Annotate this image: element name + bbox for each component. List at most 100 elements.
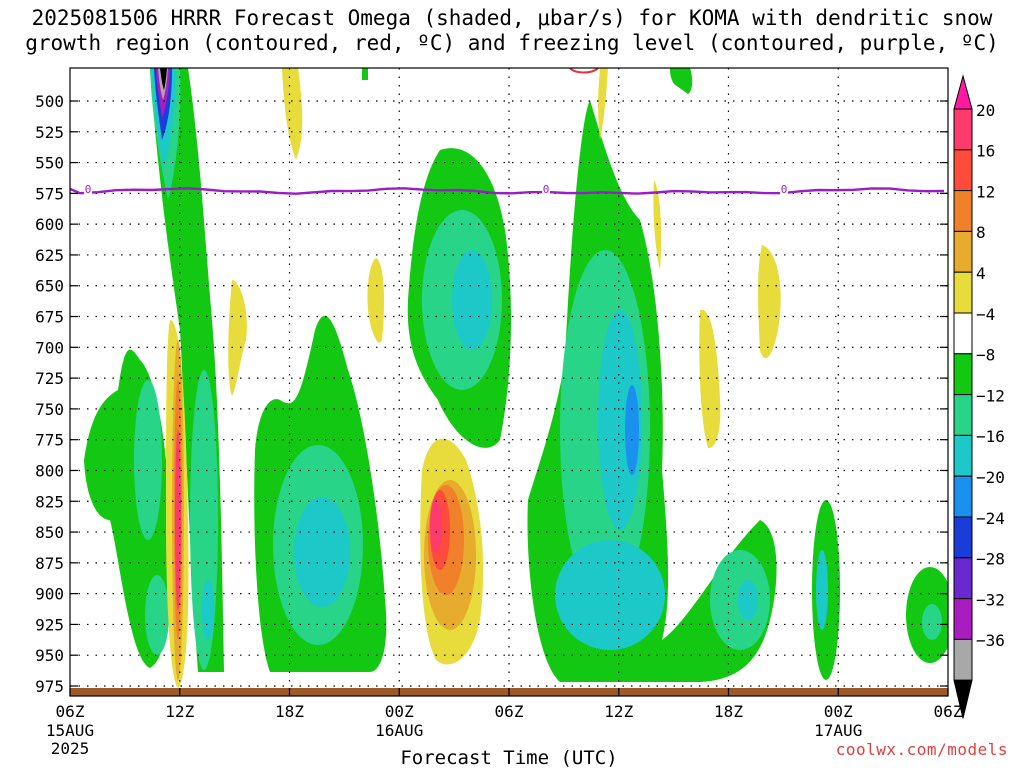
shade-green-top2 [362,68,368,80]
y-tick-label: 875 [35,554,64,573]
y-tick-label: 800 [35,461,64,480]
shade-day2-core3 [625,385,639,475]
chart-title-line2: growth region (contoured, red, ºC) and f… [25,31,999,55]
x-tick-year: 2025 [51,739,90,758]
colorbar-swatch [953,312,973,355]
x-tick-label: 18Z [275,702,304,721]
x-tick-label: 12Z [165,702,194,721]
colorbar-label: 16 [976,142,995,161]
y-tick-label: 625 [35,246,64,265]
x-tick-date: 17AUG [814,721,862,740]
colorbar-bottom-arrow [953,679,973,719]
shade-day2-right-core [738,580,758,620]
colorbar: 20 16 12 8 4 −4 −8 −12 −16 −20 −24 −28 −32 −36 [953,74,1005,719]
x-tick-label: 06Z [56,702,85,721]
shade-day2-core2 [598,310,642,530]
colorbar-swatch [953,353,973,396]
colorbar-swatch [953,475,973,518]
x-tick-label: 06Z [934,702,963,721]
colorbar-label: −4 [976,305,995,324]
shade-afternoon-core2 [294,497,350,607]
shade-night-upper-core2 [452,250,492,350]
y-tick-label: 525 [35,123,64,142]
shade-late-a-core [816,550,828,630]
shade-rise-a-4 [175,430,181,610]
shade-rise-b-5 [430,497,442,553]
shade-yellow-f [598,68,608,140]
shade-early-low-core [134,380,162,540]
colorbar-label: 8 [976,223,986,242]
shade-column-a-peak [160,68,167,90]
freezing-level-contour: 0 0 0 [70,68,945,196]
y-tick-label: 950 [35,646,64,665]
colorbar-swatch [953,516,973,559]
dendritic-contour [569,68,599,74]
chart-title: 2025081506 HRRR Forecast Omega (shaded, … [0,6,1024,56]
y-tick-label: 650 [35,277,64,296]
y-tick-label: 575 [35,184,64,203]
colorbar-label: −36 [976,631,1005,650]
shade-yellow-d [758,245,781,359]
y-tick-label: 600 [35,215,64,234]
colorbar-top-arrow [953,74,973,110]
colorbar-swatch [953,434,973,477]
y-tick-label: 850 [35,523,64,542]
shade-yellow-a [282,68,303,160]
colorbar-label: −24 [976,509,1005,528]
omega-shading [70,68,948,696]
colorbar-label: −16 [976,427,1005,446]
freezing-level-label-bg [542,182,550,195]
x-tick-label: 00Z [385,702,414,721]
x-tick-label: 00Z [824,702,853,721]
colorbar-swatch [953,598,973,640]
freezing-level-line [70,187,945,195]
y-tick-label: 750 [35,400,64,419]
shade-yellow-b [228,280,247,396]
shade-late-b-core [922,604,942,640]
y-tick-label: 900 [35,585,64,604]
shade-green-top [670,68,693,94]
x-tick-date: 16AUG [375,721,423,740]
colorbar-swatch [953,190,973,232]
freezing-level-label-bg [84,182,92,195]
y-axis: 500 525 550 575 600 625 650 675 700 725 750 775 800 8… [35,92,948,696]
freezing-level-label: 0 [543,183,550,196]
colorbar-label: −28 [976,550,1005,569]
freezing-level-label: 0 [781,183,788,196]
y-tick-label: 675 [35,308,64,327]
shade-yellow-e [653,180,662,270]
colorbar-swatch [953,108,973,151]
chart-title-line1: 2025081506 HRRR Forecast Omega (shaded, … [31,6,993,30]
shade-col-b-core [202,580,214,640]
credit-text: coolwx.com/models [835,740,1008,759]
x-tick-date: 15AUG [46,721,94,740]
colorbar-swatch [953,394,973,436]
y-tick-label: 975 [35,677,64,696]
colorbar-swatch [953,638,973,681]
colorbar-label: −8 [976,346,995,365]
y-tick-label: 725 [35,369,64,388]
colorbar-label: 12 [976,182,995,201]
x-tick-label: 18Z [714,702,743,721]
shade-yellow-c [699,309,721,449]
x-axis-title: Forecast Time (UTC) [400,747,617,768]
colorbar-label: −32 [976,590,1005,609]
colorbar-label: 4 [976,264,986,283]
plot-grid [70,68,948,696]
y-tick-label: 925 [35,615,64,634]
x-tick-label: 06Z [495,702,524,721]
shade-day2-lower [555,540,665,650]
shade-early-low-core2 [145,575,169,655]
freezing-level-label: 0 [85,183,92,196]
colorbar-label: −12 [976,386,1005,405]
colorbar-swatch [953,230,973,273]
colorbar-swatch [953,557,973,600]
colorbar-swatch [953,149,973,192]
colorbar-label: 20 [976,101,995,120]
y-tick-label: 700 [35,338,64,357]
y-tick-label: 550 [35,154,64,173]
shade-yellow-g [367,258,384,343]
y-tick-label: 500 [35,92,64,111]
